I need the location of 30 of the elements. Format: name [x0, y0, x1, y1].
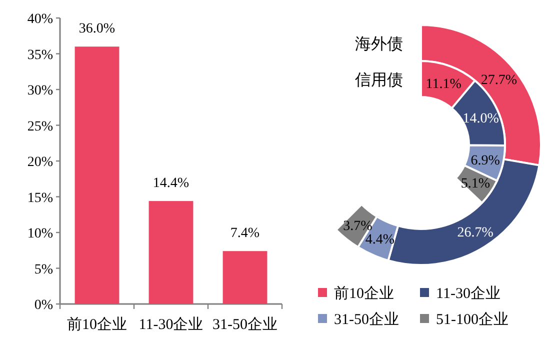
- y-tick-label: 35%: [27, 48, 54, 63]
- y-tick-label: 40%: [27, 12, 54, 27]
- legend-label: 11-30企业: [436, 285, 500, 302]
- y-tick-label: 15%: [27, 190, 54, 206]
- slice-label: 信用债: [355, 72, 403, 89]
- data-label: 14.0%: [462, 111, 500, 126]
- y-tick-label: 25%: [27, 119, 54, 134]
- data-label: 4.4%: [365, 232, 395, 248]
- legend-label: 前10企业: [334, 285, 394, 302]
- data-label: 6.9%: [470, 154, 500, 169]
- x-tick-label: 31-50企业: [212, 316, 278, 333]
- x-tick-label: 前10企业: [67, 316, 127, 333]
- y-tick-label: 0%: [34, 298, 54, 313]
- bar: [148, 201, 194, 304]
- slice-label: 海外债: [355, 36, 403, 53]
- y-tick-label: 20%: [27, 155, 54, 170]
- data-label: 27.7%: [480, 73, 518, 88]
- data-label: 36.0%: [78, 22, 116, 37]
- x-tick-label: 11-30企业: [138, 316, 204, 333]
- data-label: 7.4%: [230, 226, 260, 242]
- data-label: 14.4%: [152, 176, 190, 192]
- data-label: 11.1%: [426, 76, 462, 92]
- data-label: 5.1%: [460, 176, 490, 192]
- y-tick-label: 5%: [34, 262, 54, 278]
- bar: [222, 251, 268, 304]
- y-tick-label: 10%: [27, 226, 54, 242]
- legend-label: 51-100企业: [436, 311, 508, 328]
- data-label: 26.7%: [457, 225, 494, 240]
- y-tick-label: 30%: [27, 84, 54, 98]
- bar: [74, 46, 120, 304]
